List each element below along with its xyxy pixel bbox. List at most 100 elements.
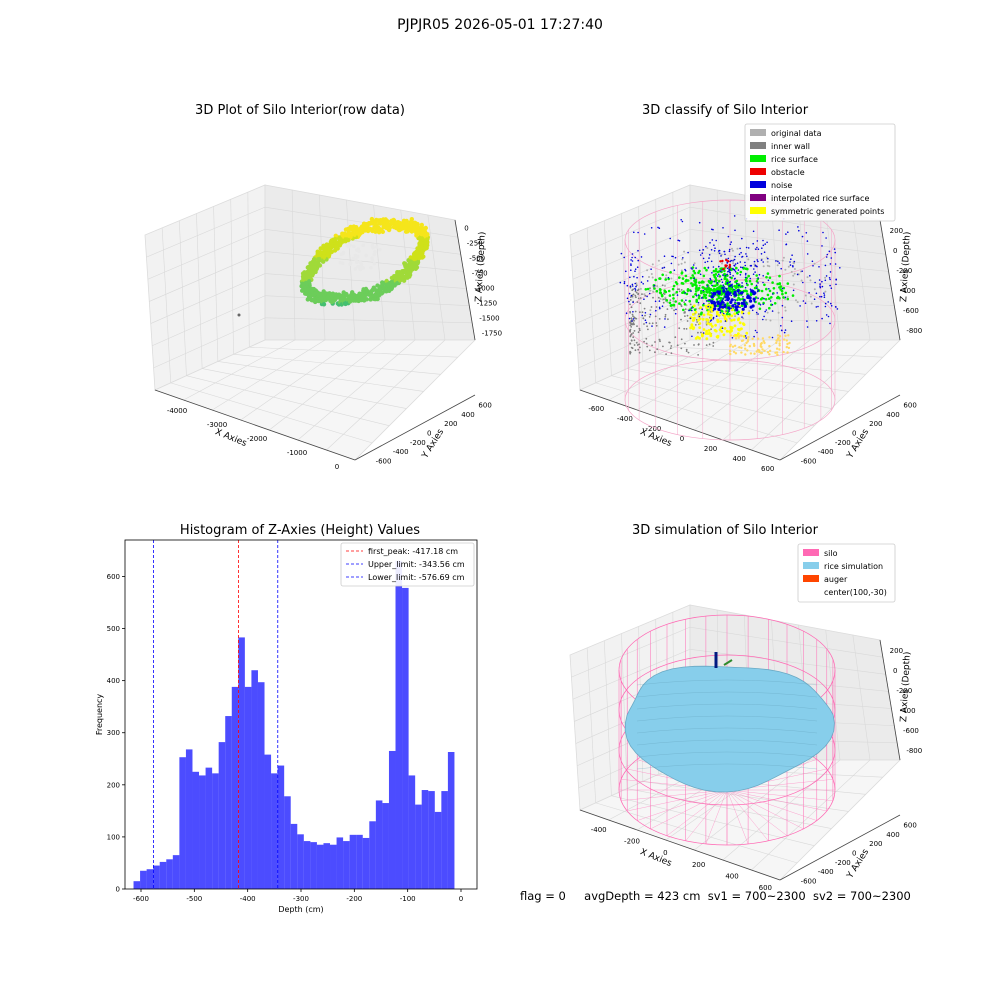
class-point: [787, 282, 790, 285]
class-point: [824, 291, 826, 293]
class-point: [649, 350, 651, 352]
z-tick-label: -1750: [482, 330, 502, 338]
class-point: [632, 336, 634, 338]
class-point: [743, 299, 746, 302]
class-point: [702, 249, 704, 251]
class-point: [637, 301, 639, 303]
class-point: [778, 229, 780, 231]
data-point: [419, 246, 423, 250]
class-point: [746, 255, 748, 257]
class-point: [634, 330, 636, 332]
class-point: [710, 308, 713, 311]
class-point: [690, 290, 692, 292]
class-point: [729, 345, 731, 347]
class-point: [687, 252, 689, 254]
class-point: [705, 330, 708, 333]
class-point: [801, 280, 803, 282]
class-point: [643, 323, 645, 325]
class-point: [741, 238, 743, 240]
class-point: [631, 295, 633, 297]
y-tick-label: 300: [107, 729, 120, 737]
class-point: [753, 343, 755, 345]
histogram-axes: -600 -500 -400 -300 -200 -100 0010020030040050…: [95, 540, 477, 914]
class-point: [828, 316, 830, 318]
class-point: [700, 292, 703, 295]
class-point: [654, 279, 657, 282]
class-point: [695, 299, 698, 302]
class-point: [742, 339, 744, 341]
class-point: [734, 256, 736, 258]
class-point: [691, 307, 693, 309]
class-point: [738, 269, 740, 271]
class-point: [709, 334, 712, 337]
class-point: [632, 260, 634, 262]
class-point: [651, 325, 653, 327]
class-point: [698, 326, 701, 329]
class-point: [790, 264, 792, 266]
legend-swatch: [750, 168, 766, 175]
class-point: [683, 251, 685, 253]
class-point: [734, 291, 737, 294]
class-point: [830, 263, 832, 265]
class-point: [824, 296, 826, 298]
class-point: [677, 294, 679, 296]
y-tick-label: -400: [818, 448, 834, 456]
class-point: [722, 268, 724, 270]
class-point: [655, 316, 657, 318]
data-point: [370, 256, 374, 260]
class-point: [715, 240, 717, 242]
class-point: [684, 315, 686, 317]
class-point: [640, 297, 642, 299]
class-point: [650, 314, 652, 316]
class-point: [730, 281, 732, 283]
x-tick-label: -2000: [247, 435, 267, 443]
class-point: [816, 293, 818, 295]
y-tick-label: -200: [835, 439, 851, 447]
data-point: [354, 254, 358, 258]
class-point: [735, 263, 737, 265]
class-point: [767, 258, 769, 260]
class-point: [654, 285, 656, 287]
class-point: [736, 272, 739, 275]
class-point: [759, 308, 762, 311]
class-point: [634, 270, 636, 272]
class-point: [762, 337, 764, 339]
class-point: [753, 298, 756, 301]
class-point: [791, 271, 793, 273]
class-point: [757, 277, 759, 279]
class-point: [756, 247, 758, 249]
class-point: [709, 314, 712, 317]
class-point: [755, 274, 758, 277]
data-point: [420, 223, 424, 227]
class-point: [703, 328, 706, 331]
class-point: [756, 350, 758, 352]
class-point: [819, 279, 821, 281]
class-point: [821, 245, 823, 247]
legend-label: rice simulation: [824, 562, 883, 571]
class-point: [635, 291, 637, 293]
class-point: [762, 319, 764, 321]
class-point: [664, 326, 666, 328]
class-point: [734, 324, 737, 327]
y-tick-label: 200: [869, 840, 882, 848]
class-point: [714, 304, 717, 307]
class-point: [718, 266, 720, 268]
z-tick-label: -800: [906, 327, 922, 335]
class-point: [776, 292, 778, 294]
class-point: [685, 270, 687, 272]
class-point: [821, 296, 823, 298]
class-point: [727, 306, 730, 309]
class-point: [646, 325, 648, 327]
class-point: [731, 284, 733, 286]
class-point: [620, 282, 622, 284]
class-point: [728, 270, 730, 272]
legend-swatch: [803, 575, 819, 582]
class-point: [695, 267, 697, 269]
class-point: [776, 348, 778, 350]
histogram-bar: [435, 812, 442, 889]
class-point: [722, 290, 725, 293]
y-tick-label: 400: [461, 411, 474, 419]
class-point: [699, 317, 702, 320]
z-tick-label: 0: [893, 667, 897, 675]
class-point: [737, 314, 739, 316]
